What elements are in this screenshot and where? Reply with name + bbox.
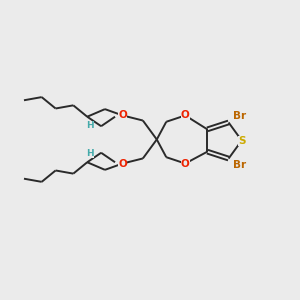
Text: O: O	[181, 110, 190, 121]
Text: Br: Br	[233, 111, 247, 121]
Text: O: O	[118, 158, 127, 169]
Text: O: O	[118, 110, 127, 121]
Text: S: S	[238, 136, 245, 146]
Text: H: H	[87, 121, 94, 130]
Text: O: O	[181, 158, 190, 169]
Text: Br: Br	[233, 160, 247, 170]
Text: H: H	[87, 149, 94, 158]
